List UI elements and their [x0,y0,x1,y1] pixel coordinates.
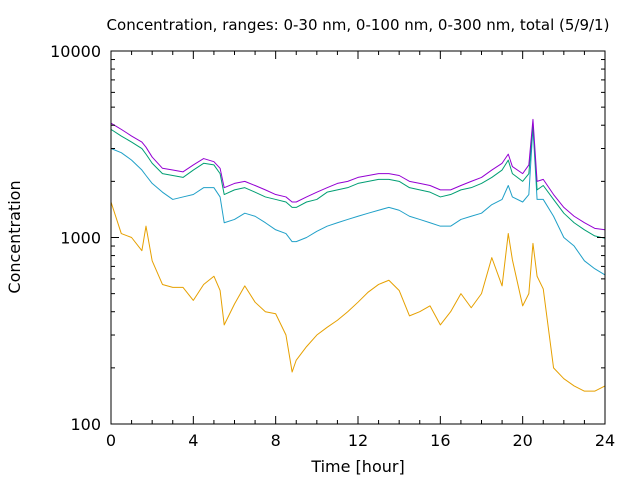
x-axis: 0 4 8 12 16 20 24 [106,51,615,450]
x-tick-label: 12 [348,431,368,450]
series-line-3 [110,124,606,239]
x-tick-label: 24 [595,431,615,450]
y-axis: 100 1000 10000 [50,42,605,434]
chart-title: Concentration, ranges: 0-30 nm, 0-100 nm… [107,16,610,34]
x-tick-label: 8 [271,431,281,450]
y-tick-label: 100 [70,415,101,434]
x-tick-label: 0 [106,431,116,450]
y-tick-label: 10000 [50,42,101,61]
x-tick-label: 4 [188,431,198,450]
x-tick-label: 20 [512,431,532,450]
series-line-4 [110,118,606,231]
x-axis-title: Time [hour] [310,457,404,476]
y-tick-label: 1000 [60,229,101,248]
series-line-1 [110,201,606,392]
y-axis-title: Concentration [5,180,24,293]
plot-lines [110,118,606,392]
x-tick-label: 16 [430,431,450,450]
series-line-2 [110,126,606,276]
plot-frame [110,50,606,425]
